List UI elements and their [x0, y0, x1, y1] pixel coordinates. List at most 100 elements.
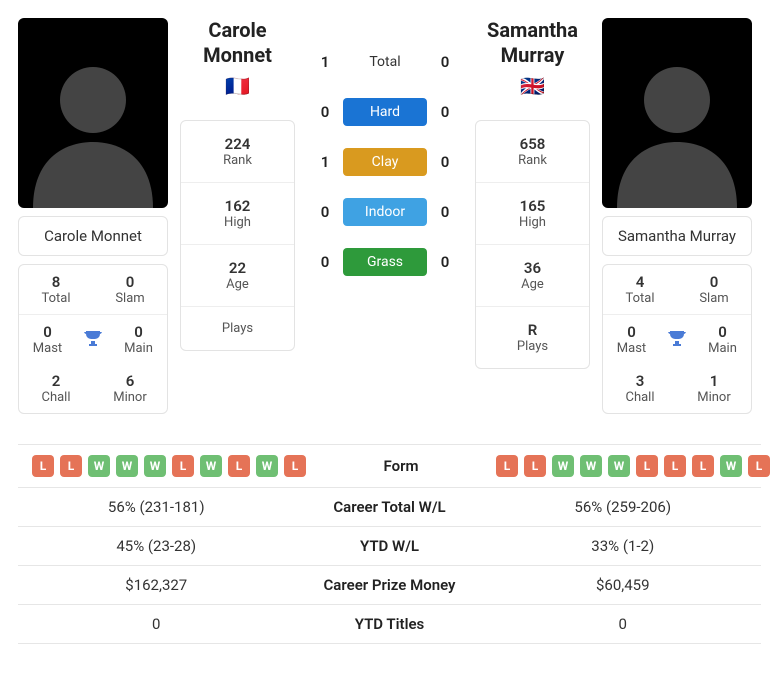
- p2-age-lbl: Age: [482, 277, 583, 292]
- form-loss-badge: L: [524, 455, 546, 477]
- p2-title-stats: 4Total 0Slam 0Mast 0Main 3Chall 1Minor: [602, 264, 752, 414]
- p1-last-name: Monnet: [180, 43, 295, 68]
- p1-info-column: Carole Monnet 🇫🇷 224Rank 162High 22Age P…: [180, 18, 295, 351]
- form-win-badge: W: [200, 455, 222, 477]
- prize-label: Career Prize Money: [295, 576, 485, 594]
- p1-slam-lbl: Slam: [97, 291, 163, 306]
- ytd-titles-label: YTD Titles: [295, 615, 485, 633]
- form-win-badge: W: [720, 455, 742, 477]
- h2h-indoor-p2: 0: [427, 203, 463, 221]
- form-win-badge: W: [88, 455, 110, 477]
- form-loss-badge: L: [496, 455, 518, 477]
- form-loss-badge: L: [664, 455, 686, 477]
- p1-chall-lbl: Chall: [23, 390, 89, 405]
- p1-main-val: 0: [114, 323, 163, 341]
- p1-high-lbl: High: [187, 215, 288, 230]
- p2-form-badges: LLWWWLLLWL: [496, 455, 779, 477]
- h2h-grass-p2: 0: [427, 253, 463, 271]
- form-win-badge: W: [256, 455, 278, 477]
- form-loss-badge: L: [32, 455, 54, 477]
- p1-rank-lbl: Rank: [187, 153, 288, 168]
- p2-name-card: Samantha Murray: [602, 216, 752, 256]
- form-win-badge: W: [552, 455, 574, 477]
- trophy-icon: [660, 328, 694, 352]
- p2-last-name: Murray: [475, 43, 590, 68]
- h2h-grass-chip[interactable]: Grass: [343, 248, 427, 276]
- comparison-header: Carole Monnet 8Total 0Slam 0Mast 0Main 2…: [18, 18, 761, 414]
- p1-minor-val: 6: [97, 372, 163, 390]
- trophy-icon: [76, 328, 110, 352]
- form-loss-badge: L: [636, 455, 658, 477]
- comparison-table: LLWWWLWLWL Form LLWWWLLLWL 56% (231-181)…: [18, 444, 761, 644]
- p2-mast-val: 0: [607, 323, 656, 341]
- h2h-column: 1 Total 0 0 Hard 0 1 Clay 0 0 Indoor 0 0: [307, 18, 463, 276]
- p1-age-lbl: Age: [187, 277, 288, 292]
- p2-total-val: 4: [607, 273, 673, 291]
- p2-photo: [602, 18, 752, 208]
- form-win-badge: W: [116, 455, 138, 477]
- form-loss-badge: L: [172, 455, 194, 477]
- form-loss-badge: L: [284, 455, 306, 477]
- p1-minor-lbl: Minor: [97, 390, 163, 405]
- p2-slam-val: 0: [681, 273, 747, 291]
- avatar-silhouette-icon: [18, 43, 168, 208]
- p1-photo: [18, 18, 168, 208]
- p2-ytd-wl: 33% (1-2): [485, 537, 762, 555]
- p1-age-val: 22: [187, 259, 288, 277]
- h2h-grass-p1: 0: [307, 253, 343, 271]
- ytd-wl-label: YTD W/L: [295, 537, 485, 555]
- form-loss-badge: L: [748, 455, 770, 477]
- p2-total-lbl: Total: [607, 291, 673, 306]
- h2h-clay-chip[interactable]: Clay: [343, 148, 427, 176]
- p2-rank-lbl: Rank: [482, 153, 583, 168]
- avatar-silhouette-icon: [602, 43, 752, 208]
- p1-slam-val: 0: [97, 273, 163, 291]
- h2h-clay-p2: 0: [427, 153, 463, 171]
- p1-prize: $162,327: [18, 576, 295, 594]
- p2-main-lbl: Main: [698, 341, 747, 356]
- h2h-hard-chip[interactable]: Hard: [343, 98, 427, 126]
- p2-main-val: 0: [698, 323, 747, 341]
- p2-chall-lbl: Chall: [607, 390, 673, 405]
- p1-career-wl: 56% (231-181): [18, 498, 295, 516]
- p1-mast-lbl: Mast: [23, 341, 72, 356]
- p2-flag-icon: 🇬🇧: [475, 74, 590, 98]
- p1-total-lbl: Total: [23, 291, 89, 306]
- p1-form-badges: LLWWWLWLWL: [18, 455, 306, 477]
- p2-rank-val: 658: [482, 135, 583, 153]
- h2h-total-p2: 0: [427, 53, 463, 71]
- p1-first-name: Carole: [180, 18, 295, 43]
- p1-title-stats: 8Total 0Slam 0Mast 0Main 2Chall 6Minor: [18, 264, 168, 414]
- p2-minor-val: 1: [681, 372, 747, 390]
- p1-ytd-wl: 45% (23-28): [18, 537, 295, 555]
- p1-chall-val: 2: [23, 372, 89, 390]
- h2h-clay-p1: 1: [307, 153, 343, 171]
- p2-chall-val: 3: [607, 372, 673, 390]
- h2h-total-lbl: Total: [343, 48, 427, 76]
- p1-flag-icon: 🇫🇷: [180, 74, 295, 98]
- career-wl-label: Career Total W/L: [295, 498, 485, 516]
- p2-mast-lbl: Mast: [607, 341, 656, 356]
- p1-ytd-titles: 0: [18, 615, 295, 633]
- p2-slam-lbl: Slam: [681, 291, 747, 306]
- form-win-badge: W: [144, 455, 166, 477]
- p2-high-lbl: High: [482, 215, 583, 230]
- p2-minor-lbl: Minor: [681, 390, 747, 405]
- p1-total-val: 8: [23, 273, 89, 291]
- p1-left-column: Carole Monnet 8Total 0Slam 0Mast 0Main 2…: [18, 18, 168, 414]
- p1-plays-lbl: Plays: [187, 321, 288, 336]
- p1-mast-val: 0: [23, 323, 72, 341]
- form-win-badge: W: [608, 455, 630, 477]
- h2h-indoor-chip[interactable]: Indoor: [343, 198, 427, 226]
- p2-plays-lbl: Plays: [482, 339, 583, 354]
- p1-main-lbl: Main: [114, 341, 163, 356]
- p1-high-val: 162: [187, 197, 288, 215]
- p2-prize: $60,459: [485, 576, 762, 594]
- p2-high-val: 165: [482, 197, 583, 215]
- h2h-indoor-p1: 0: [307, 203, 343, 221]
- p2-plays-val: R: [482, 321, 583, 339]
- form-loss-badge: L: [60, 455, 82, 477]
- form-win-badge: W: [580, 455, 602, 477]
- p1-name-card: Carole Monnet: [18, 216, 168, 256]
- p1-rank-val: 224: [187, 135, 288, 153]
